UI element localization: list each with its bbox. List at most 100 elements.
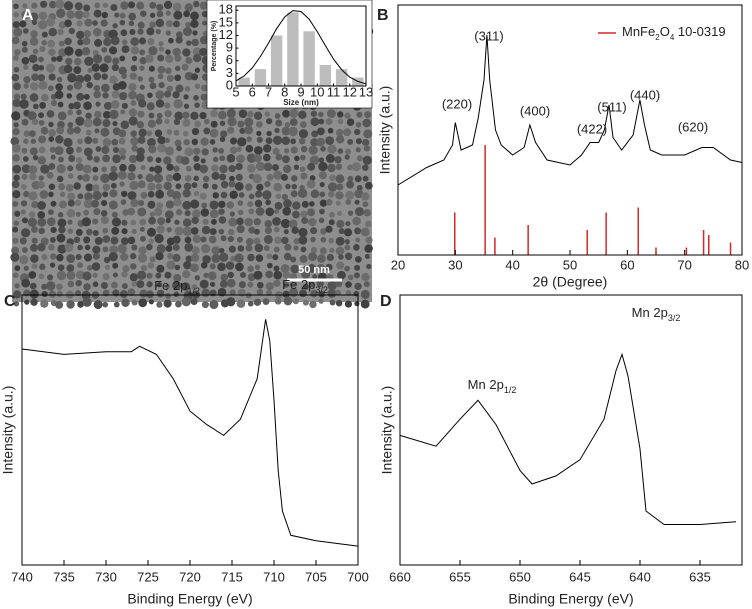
nanoparticle [301, 270, 311, 279]
nanoparticle [91, 262, 101, 271]
nanoparticle [165, 54, 174, 63]
nanoparticle [218, 148, 225, 154]
nanoparticle [66, 146, 74, 155]
nanoparticle [319, 191, 326, 198]
nanoparticle [172, 47, 181, 57]
nanoparticle [290, 264, 300, 274]
nanoparticle [292, 201, 301, 210]
nanoparticle [110, 236, 119, 245]
nanoparticle [11, 36, 20, 45]
nanoparticle [127, 288, 136, 297]
nanoparticle [130, 37, 140, 46]
nanoparticle [129, 28, 136, 36]
nanoparticle [148, 216, 156, 225]
nanoparticle [334, 155, 342, 164]
nanoparticle [84, 18, 93, 27]
nanoparticle [83, 74, 92, 82]
nanoparticle [192, 30, 198, 36]
nanoparticle [363, 129, 373, 139]
nanoparticle [101, 47, 108, 53]
nanoparticle [247, 273, 256, 281]
nanoparticle [155, 189, 165, 199]
nanoparticle [30, 298, 38, 306]
nanoparticle [28, 191, 38, 201]
nanoparticle [155, 157, 162, 164]
nanoparticle [201, 301, 209, 309]
nanoparticle [103, 37, 112, 47]
nanoparticle [354, 199, 360, 205]
x-tick-label: 705 [305, 569, 327, 584]
nanoparticle [265, 199, 272, 206]
nanoparticle [327, 191, 335, 198]
nanoparticle [77, 262, 83, 269]
nanoparticle [13, 82, 21, 91]
nanoparticle [121, 271, 128, 278]
nanoparticle [92, 190, 102, 201]
nanoparticle [40, 126, 49, 135]
nanoparticle [190, 11, 199, 21]
nanoparticle [155, 252, 164, 261]
nanoparticle [74, 57, 82, 66]
nanoparticle [149, 21, 156, 28]
nanoparticle [21, 217, 28, 224]
nanoparticle [110, 36, 120, 46]
y-axis-label: Percentage (%) [211, 21, 218, 72]
nanoparticle [209, 209, 219, 219]
nanoparticle [23, 76, 31, 84]
nanoparticle [174, 219, 180, 225]
nanoparticle [83, 209, 89, 216]
nanoparticle [351, 162, 362, 172]
nanoparticle [55, 300, 64, 309]
nanoparticle [75, 157, 83, 164]
nanoparticle [93, 156, 100, 163]
nanoparticle [356, 111, 363, 118]
nanoparticle [266, 118, 273, 125]
nanoparticle [347, 175, 354, 182]
nanoparticle [199, 192, 207, 200]
nanoparticle [39, 46, 46, 53]
nanoparticle [316, 137, 326, 147]
y-tick-label: 6 [226, 52, 233, 67]
nanoparticle [281, 155, 290, 164]
nanoparticle [110, 4, 118, 12]
nanoparticle [19, 237, 27, 245]
nanoparticle [122, 39, 128, 45]
annotation: Mn 2p3/2 [632, 305, 681, 323]
nanoparticle [360, 299, 370, 309]
nanoparticle [103, 256, 111, 264]
nanoparticle [129, 72, 138, 80]
nanoparticle [325, 136, 335, 146]
nanoparticle [32, 48, 39, 55]
nanoparticle [38, 146, 46, 154]
nanoparticle [265, 137, 273, 145]
nanoparticle [22, 3, 28, 9]
x-axis-label: 2θ (Degree) [533, 274, 608, 290]
nanoparticle [361, 192, 370, 201]
nanoparticle [201, 202, 208, 209]
nanoparticle [165, 30, 171, 36]
y-axis-label: Intensity (a.u.) [379, 386, 395, 475]
nanoparticle [265, 207, 275, 217]
nanoparticle [131, 228, 137, 235]
nanoparticle [21, 10, 31, 20]
nanoparticle [23, 28, 29, 34]
nanoparticle [272, 164, 279, 171]
y-axis-label: Intensity (a.u.) [0, 386, 16, 475]
nanoparticle [21, 278, 31, 288]
nanoparticle [12, 154, 20, 162]
nanoparticle [21, 147, 28, 154]
nanoparticle [264, 226, 273, 235]
y-tick-label: 18 [219, 2, 233, 17]
nanoparticle [273, 279, 281, 287]
nanoparticle [364, 111, 372, 119]
annotation: (400) [520, 103, 550, 118]
nanoparticle [364, 244, 373, 253]
nanoparticle [235, 262, 244, 272]
nanoparticle [337, 148, 344, 154]
nanoparticle [29, 289, 39, 299]
nanoparticle [109, 245, 118, 255]
nanoparticle [56, 270, 67, 281]
nanoparticle [139, 218, 147, 226]
nanoparticle [29, 147, 38, 156]
nanoparticle [183, 139, 190, 146]
